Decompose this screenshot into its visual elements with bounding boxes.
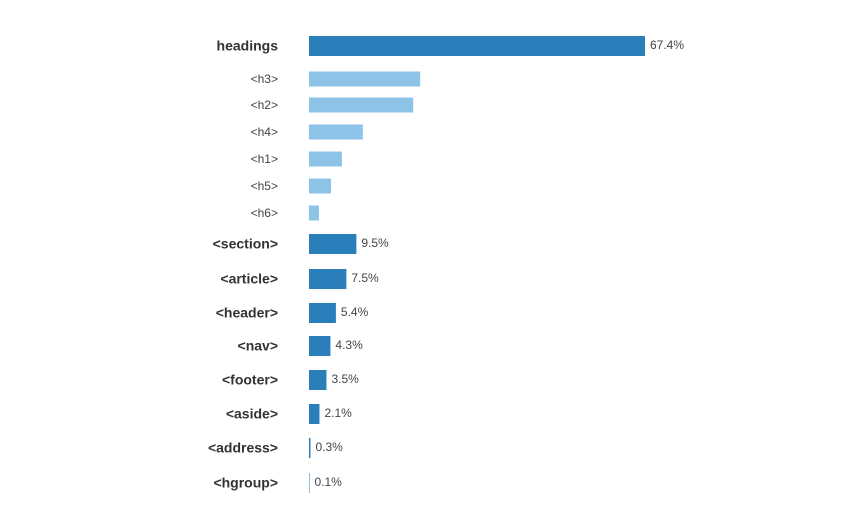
bar (309, 269, 347, 289)
bar (309, 71, 421, 87)
bar (309, 438, 311, 458)
value-label: 67.4% (650, 38, 684, 52)
subcategory-label: <h1> (251, 152, 278, 166)
subcategory-label: <h3> (251, 72, 278, 86)
bar (309, 97, 414, 113)
bar (309, 370, 327, 390)
subcategory-label: <h2> (251, 98, 278, 112)
value-label: 9.5% (361, 236, 389, 250)
category-label: headings (217, 38, 279, 54)
value-label: 0.3% (315, 440, 343, 454)
bar (309, 178, 331, 194)
value-label: 0.1% (314, 475, 342, 489)
subcategory-label: <h4> (251, 125, 278, 139)
category-label: <section> (213, 236, 278, 252)
subcategory-label: <h5> (251, 179, 278, 193)
value-label: 7.5% (351, 271, 379, 285)
bar (309, 303, 336, 323)
bar (309, 404, 320, 424)
bar (309, 124, 363, 140)
category-label: <aside> (226, 406, 278, 422)
category-label: <nav> (238, 338, 278, 354)
value-label: 4.3% (335, 338, 363, 352)
bar (309, 151, 342, 167)
bar (309, 234, 357, 254)
value-label: 5.4% (341, 305, 369, 319)
category-label: <footer> (222, 372, 278, 388)
bar (309, 205, 319, 221)
bar (309, 36, 645, 56)
category-label: <hgroup> (213, 475, 278, 491)
subcategory-label: <h6> (251, 206, 278, 220)
bar (309, 336, 331, 356)
value-label: 3.5% (331, 372, 359, 386)
category-label: <header> (216, 305, 278, 321)
value-label: 2.1% (324, 406, 352, 420)
category-label: <address> (208, 440, 278, 456)
category-label: <article> (220, 271, 278, 287)
